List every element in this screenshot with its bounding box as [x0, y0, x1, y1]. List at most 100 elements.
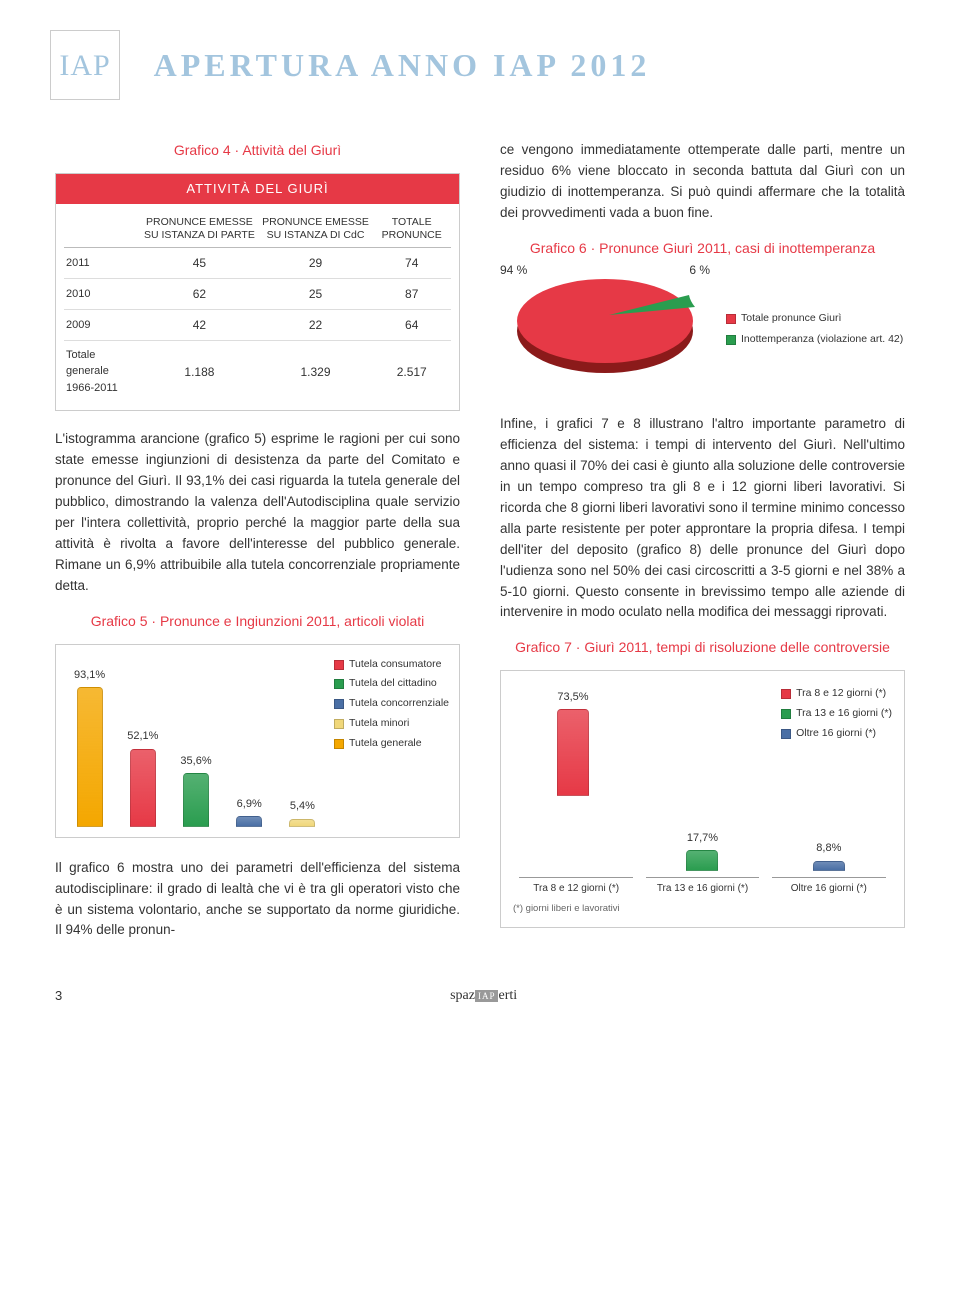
bar [813, 861, 845, 871]
table-cell: 22 [259, 309, 373, 340]
table-cell: 2.517 [372, 340, 451, 402]
table-cell: 2009 [64, 309, 140, 340]
legend-swatch [334, 660, 344, 670]
chart5-legend: Tutela consumatore Tutela del cittadino Tu… [334, 657, 449, 827]
table-cell: 2010 [64, 278, 140, 309]
legend-item: Tutela minori [334, 716, 449, 732]
page-header: IAP APERTURA ANNO IAP 2012 [0, 0, 960, 100]
chart7-main-bar-col: 73,5% [513, 689, 633, 797]
legend-item: Tutela generale [334, 736, 449, 752]
legend-item: Inottemperanza (violazione art. 42) [726, 332, 903, 348]
bar-group: 8,8% Oltre 16 giorni (*) [766, 840, 892, 896]
legend-label: Tutela del cittadino [349, 676, 437, 692]
pie-svg [500, 271, 710, 391]
table-cell: 45 [140, 247, 258, 278]
chart7-legend: Tra 8 e 12 giorni (*) Tra 13 e 16 giorni … [781, 686, 892, 741]
legend-label: Tutela generale [349, 736, 422, 752]
para-left-2: Il grafico 6 mostra uno dei parametri de… [55, 858, 460, 942]
table4-wrapper: ATTIVITÀ DEL GIURÌ PRONUNCE EMESSE SU IS… [55, 173, 460, 411]
legend-label: Tutela minori [349, 716, 409, 732]
chart7-box: 73,5% Tra 8 e 12 giorni (*) Tra 13 e 16 g… [500, 670, 905, 927]
para-right-2: Infine, i grafici 7 e 8 illustrano l'alt… [500, 414, 905, 623]
bar [130, 749, 156, 827]
table-header-row: PRONUNCE EMESSE SU ISTANZA DI PARTE PRON… [64, 212, 451, 248]
bar-value-label: 5,4% [290, 798, 315, 815]
legend-item: Tutela concorrenziale [334, 696, 449, 712]
x-axis-label: Oltre 16 giorni (*) [772, 877, 886, 896]
legend-swatch [726, 335, 736, 345]
para-right-1: ce vengono immediatamente ottemperate da… [500, 140, 905, 224]
table-cell: 1.188 [140, 340, 258, 402]
bar-group: Tra 8 e 12 giorni (*) [513, 871, 639, 896]
bar-value-label: 8,8% [816, 840, 841, 857]
legend-swatch [334, 719, 344, 729]
legend-label: Tra 13 e 16 giorni (*) [796, 706, 892, 722]
pie-main-slice [517, 279, 693, 363]
bar [686, 850, 718, 871]
table-cell: 29 [259, 247, 373, 278]
bar-column: 52,1% [119, 728, 166, 827]
bar-column: 93,1% [66, 667, 113, 827]
chart5-box: 93,1% 52,1%35,6% 6,9% 5,4% Tutela consumato… [55, 644, 460, 838]
legend-item: Totale pronunce Giurì [726, 311, 903, 327]
col-h3: TOTALE PRONUNCE [372, 212, 451, 248]
legend-label: Tutela consumatore [349, 657, 441, 673]
chart6-wrap: 94 % 6 % Totale pronunce Giurì Inottemper… [500, 271, 905, 397]
brand-iap: IAP [475, 990, 499, 1002]
bar-value-label: 6,9% [237, 796, 262, 813]
table4: PRONUNCE EMESSE SU ISTANZA DI PARTE PRON… [64, 212, 451, 403]
brand-right: erti [498, 988, 517, 1003]
chart6-legend: Totale pronunce Giurì Inottemperanza (vio… [726, 311, 903, 349]
legend-label: Tutela concorrenziale [349, 696, 449, 712]
chart7-main-bar [557, 709, 589, 796]
bar [236, 816, 262, 826]
page-number: 3 [55, 986, 62, 1006]
table4-head: ATTIVITÀ DEL GIURÌ [56, 174, 459, 204]
page-title: APERTURA ANNO IAP 2012 [154, 41, 651, 89]
chart7-main-bar-label: 73,5% [557, 689, 588, 706]
col-h1: PRONUNCE EMESSE SU ISTANZA DI PARTE [140, 212, 258, 248]
legend-swatch [781, 709, 791, 719]
legend-swatch [726, 314, 736, 324]
pie-box: 94 % 6 % [500, 271, 710, 397]
grafico5-title: Grafico 5 · Pronunce e Ingiunzioni 2011,… [55, 611, 460, 632]
table-cell: 62 [140, 278, 258, 309]
table-cell: 74 [372, 247, 451, 278]
footer-brand: spazIAPerti [450, 985, 517, 1006]
table-row: Totale generale 1966-20111.1881.3292.517 [64, 340, 451, 402]
bar-value-label: 17,7% [687, 830, 718, 847]
bar-column: 6,9% [226, 796, 273, 827]
logo-box: IAP [50, 30, 120, 100]
bar [183, 773, 209, 826]
legend-label: Inottemperanza (violazione art. 42) [741, 332, 903, 348]
bar [289, 819, 315, 827]
bar-group: 17,7%Tra 13 e 16 giorni (*) [639, 830, 765, 897]
table-row: 2011452974 [64, 247, 451, 278]
bar-column: 5,4% [279, 798, 326, 827]
grafico7-title: Grafico 7 · Giurì 2011, tempi di risoluz… [500, 637, 905, 658]
right-column: ce vengono immediatamente ottemperate da… [500, 140, 905, 955]
grafico4-title: Grafico 4 · Attività del Giurì [55, 140, 460, 161]
content-columns: Grafico 4 · Attività del Giurì ATTIVITÀ … [0, 100, 960, 975]
legend-swatch [781, 729, 791, 739]
legend-swatch [334, 699, 344, 709]
legend-swatch [334, 739, 344, 749]
bar-value-label: 93,1% [74, 667, 105, 684]
legend-item: Tutela consumatore [334, 657, 449, 673]
table-cell: 87 [372, 278, 451, 309]
legend-item: Tutela del cittadino [334, 676, 449, 692]
pie-left-pct: 94 % [500, 261, 527, 279]
footer: 3 spazIAPerti [0, 975, 960, 1026]
legend-swatch [781, 689, 791, 699]
legend-label: Totale pronunce Giurì [741, 311, 841, 327]
chart5-bars: 93,1% 52,1%35,6% 6,9% 5,4% [66, 657, 326, 827]
legend-item: Tra 8 e 12 giorni (*) [781, 686, 892, 702]
x-axis-label: Tra 8 e 12 giorni (*) [519, 877, 633, 896]
chart7-top-row: 73,5% Tra 8 e 12 giorni (*) Tra 13 e 16 g… [513, 686, 892, 796]
col-h2: PRONUNCE EMESSE SU ISTANZA DI CdC [259, 212, 373, 248]
table-row: 2009422264 [64, 309, 451, 340]
left-column: Grafico 4 · Attività del Giurì ATTIVITÀ … [55, 140, 460, 955]
pie-right-pct: 6 % [689, 261, 710, 279]
col-h0 [64, 212, 140, 248]
bar-column: 35,6% [172, 753, 219, 827]
